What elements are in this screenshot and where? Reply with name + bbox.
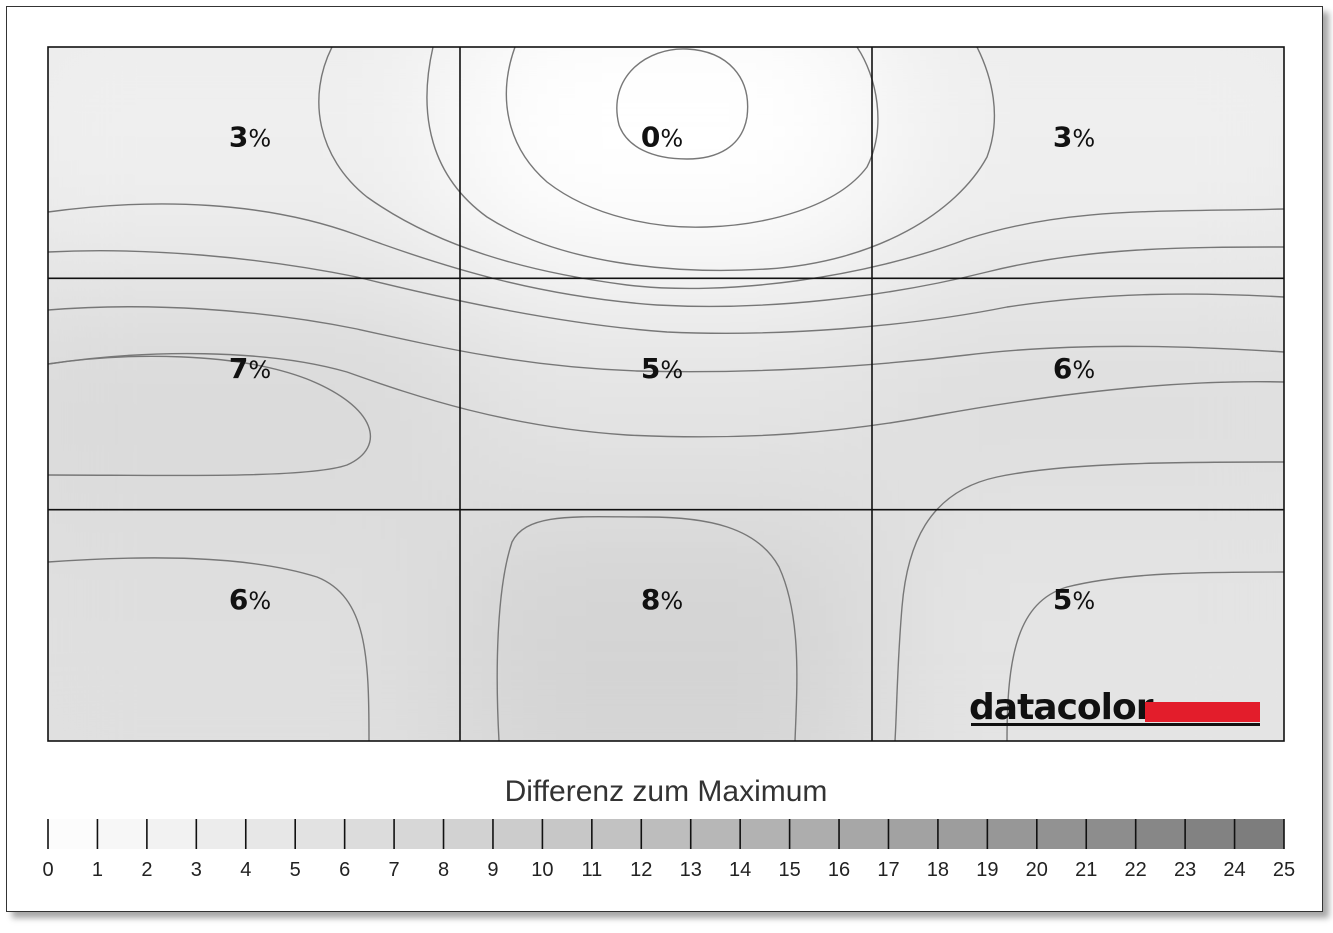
cell-value-label: 3%: [229, 120, 271, 153]
cell-value-label: 7%: [229, 352, 271, 385]
scale-tick-label: 12: [630, 859, 652, 881]
scale-swatch: [888, 819, 939, 849]
scale-swatch: [48, 819, 98, 849]
contour-line: [616, 48, 749, 160]
cell-value-label: 6%: [1053, 352, 1095, 385]
contour-line: [1006, 571, 1284, 741]
contour-line: [48, 355, 372, 477]
contour-line: [496, 515, 798, 741]
contour-line: [318, 47, 1284, 290]
scale-swatch: [394, 819, 445, 849]
cell-value-label: 5%: [641, 352, 683, 385]
scale-swatch: [196, 819, 247, 849]
heatmap-cell: [872, 47, 1284, 279]
contour-line: [894, 461, 1284, 741]
scale-swatch: [295, 819, 346, 849]
heatmap-cell: [872, 278, 1284, 510]
cell-value-label: 5%: [1053, 583, 1095, 616]
scale-tick-label: 19: [976, 859, 998, 881]
scale-tick-label: 0: [42, 859, 53, 881]
cell-value-label: 3%: [1053, 120, 1095, 153]
scale-tick-label: 14: [729, 859, 751, 881]
contour-line: [48, 557, 370, 741]
scale-tick-label: 8: [438, 859, 449, 881]
heatmap-cells: [48, 47, 1284, 741]
grid-lines: [47, 46, 1285, 742]
scale-swatch: [987, 819, 1038, 849]
heatmap-cell: [872, 509, 1284, 741]
contour-line: [48, 352, 1284, 438]
uniformity-chart: 3% 0% 3% 7% 5% 6% 6% 8% 5% datacolor Differenz z…: [42, 46, 1295, 881]
scale-tick-label: 25: [1273, 859, 1295, 881]
scale-swatch: [1086, 819, 1137, 849]
plot-border: [47, 46, 1285, 742]
scale-swatch: [97, 819, 148, 849]
scale-swatch: [839, 819, 889, 849]
scale-swatch: [1185, 819, 1236, 849]
logo-text: datacolor: [969, 687, 1154, 728]
scale-tick-label: 21: [1075, 859, 1097, 881]
scale-tick-label: 11: [581, 859, 602, 881]
scale-swatch: [937, 819, 988, 849]
contour-lines: [48, 47, 1284, 741]
heatmap-cell: [460, 278, 872, 510]
scale-swatch: [740, 819, 791, 849]
scale-tick-label: 10: [531, 859, 553, 881]
scale-tick-label: 15: [778, 859, 800, 881]
color-scale: 0 1 2 3 4 5 6 7 8 9 10 11 12 13 14 15 16 17 18 19 20 21 22 23 24…: [42, 819, 1295, 881]
cell-value-label: 8%: [641, 583, 683, 616]
scale-tick-label: 1: [92, 859, 103, 881]
contour-line: [48, 250, 1284, 334]
scale-tick-label: 17: [877, 859, 899, 881]
scale-swatch: [245, 819, 296, 849]
cell-value-label: 6%: [229, 583, 271, 616]
contour-line: [426, 47, 996, 272]
heatmap-cell: [48, 509, 460, 741]
heatmap-cell: [460, 509, 872, 741]
scale-swatch: [443, 819, 494, 849]
scale-swatch: [641, 819, 692, 849]
contour-line: [505, 47, 879, 228]
scale-tick-label: 3: [191, 859, 202, 881]
scale-tick-label: 7: [389, 859, 400, 881]
scale-tick-label: 20: [1026, 859, 1048, 881]
scale-tick-label: 6: [339, 859, 350, 881]
chart-frame: 3% 0% 3% 7% 5% 6% 6% 8% 5% datacolor Differenz z…: [6, 6, 1323, 912]
scale-tick-label: 16: [828, 859, 850, 881]
scale-tick-label: 18: [927, 859, 949, 881]
scale-tick-label: 9: [487, 859, 498, 881]
scale-tick-label: 24: [1223, 859, 1245, 881]
scale-swatch: [1234, 819, 1285, 849]
contour-line: [48, 203, 1284, 308]
scale-tick-label: 23: [1174, 859, 1196, 881]
scale-tick-label: 5: [290, 859, 301, 881]
scale-tick-label: 4: [240, 859, 251, 881]
scale-title: Differenz zum Maximum: [505, 775, 828, 808]
logo-underline: [971, 723, 1260, 726]
scale-swatch: [1036, 819, 1087, 849]
scale-tick-label: 22: [1125, 859, 1147, 881]
heatmap-cell: [48, 47, 460, 279]
scale-tick-label: 2: [141, 859, 152, 881]
scale-swatch: [789, 819, 840, 849]
cell-labels: 3% 0% 3% 7% 5% 6% 6% 8% 5%: [229, 120, 1095, 616]
scale-swatch: [542, 819, 593, 849]
scale-tick-label: 13: [680, 859, 702, 881]
scale-swatch: [146, 819, 197, 849]
scale-swatch: [591, 819, 642, 849]
contour-line: [48, 306, 1284, 373]
scale-swatch: [492, 819, 543, 849]
scale-swatch: [344, 819, 395, 849]
heatmap-cell: [48, 278, 460, 510]
heatmap-background: [48, 47, 1284, 741]
cell-value-label: 0%: [641, 120, 683, 153]
scale-swatch: [690, 819, 741, 849]
scale-swatch: [1135, 819, 1186, 849]
logo-red-bar: [1145, 702, 1260, 722]
datacolor-logo: datacolor: [969, 687, 1260, 728]
